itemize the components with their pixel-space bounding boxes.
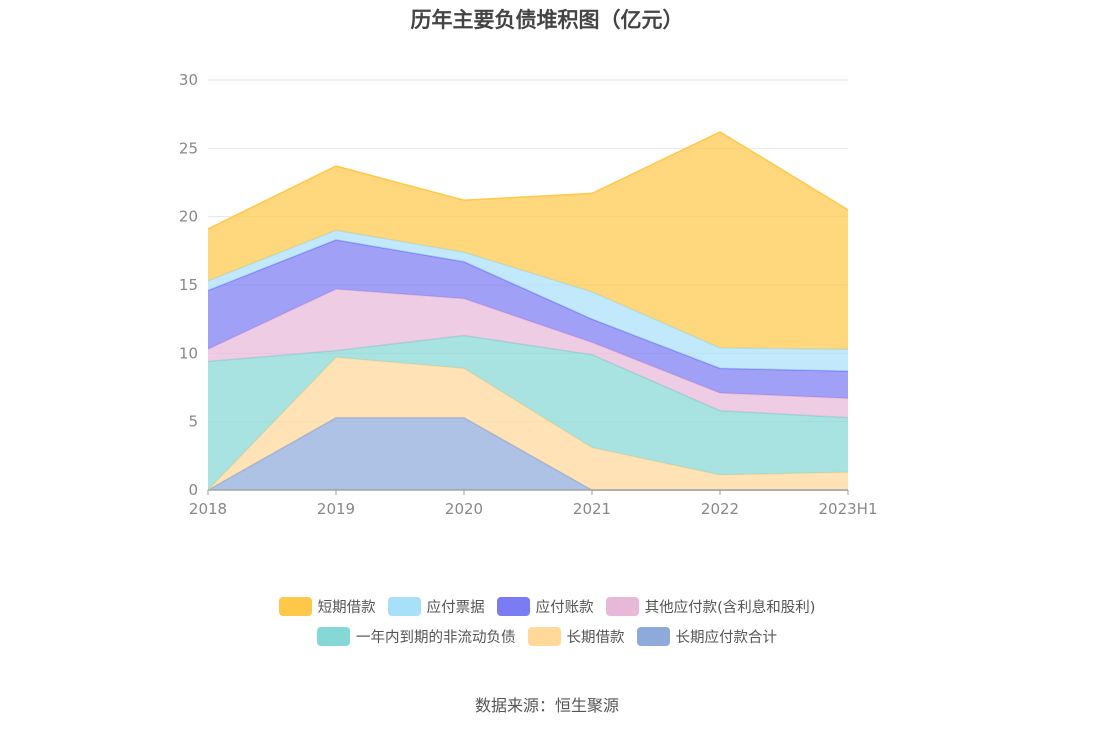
legend-label: 短期借款 — [317, 600, 376, 616]
stacked-area-chart: 0 5 10 15 20 25 30 2018 2019 2020 2021 2022 2023H1 — [179, 71, 878, 518]
area-series-6 — [208, 131, 848, 350]
legend-item-other-payables[interactable]: 其他应付款(含利息和股利) — [605, 596, 816, 617]
area-series-edge-4 — [207, 239, 849, 372]
area-series-5 — [208, 230, 848, 372]
y-tick-label: 10 — [179, 344, 198, 362]
legend-row-1: 短期借款 应付票据 应付账款 其他应付款(含利息和股利) — [0, 596, 1094, 617]
area-series-2 — [208, 335, 848, 490]
legend-swatch — [278, 597, 312, 616]
legend-item-current-noncurrent-liabilities[interactable]: 一年内到期的非流动负债 — [317, 626, 516, 647]
legend-swatch — [387, 597, 421, 616]
x-tick-label: 2019 — [317, 500, 355, 518]
chart-legend: 短期借款 应付票据 应付账款 其他应付款(含利息和股利) 一年内到期的非流动负债… — [0, 596, 1094, 656]
legend-row-2: 一年内到期的非流动负债 长期借款 长期应付款合计 — [0, 626, 1094, 647]
y-tick-label: 15 — [179, 276, 198, 294]
legend-swatch — [636, 627, 670, 646]
x-tick-label: 2023H1 — [819, 500, 878, 518]
area-series-edge-6 — [207, 131, 849, 230]
legend-swatch — [496, 597, 530, 616]
y-tick-label: 20 — [179, 208, 198, 226]
legend-item-accounts-payable[interactable]: 应付账款 — [496, 596, 594, 617]
legend-item-long-term-loans[interactable]: 长期借款 — [527, 626, 625, 647]
y-tick-label: 5 — [188, 413, 198, 431]
legend-item-short-term-loans[interactable]: 短期借款 — [278, 596, 376, 617]
area-series-3 — [208, 289, 848, 418]
legend-label: 应付票据 — [426, 600, 485, 616]
y-tick-label: 0 — [188, 481, 198, 499]
x-tick-label: 2020 — [445, 500, 483, 518]
legend-label: 长期应付款合计 — [675, 630, 778, 646]
area-series-1 — [208, 357, 848, 490]
chart-title: 历年主要负债堆积图（亿元） — [410, 8, 684, 32]
legend-label: 一年内到期的非流动负债 — [356, 630, 516, 646]
legend-item-notes-payable[interactable]: 应付票据 — [387, 596, 485, 617]
legend-swatch — [527, 627, 561, 646]
source-note: 数据来源：恒生聚源 — [474, 696, 619, 715]
legend-label: 长期借款 — [566, 630, 625, 646]
x-tick-label: 2022 — [701, 500, 739, 518]
x-tick-label: 2021 — [573, 500, 611, 518]
legend-swatch — [605, 597, 639, 616]
y-tick-label: 25 — [179, 139, 198, 157]
y-tick-label: 30 — [179, 71, 198, 89]
area-series-0 — [208, 417, 848, 490]
legend-swatch — [317, 627, 350, 646]
legend-item-long-term-payables[interactable]: 长期应付款合计 — [636, 626, 778, 647]
area-series-4 — [208, 239, 848, 399]
legend-label: 应付账款 — [535, 600, 594, 616]
x-tick-label: 2018 — [189, 500, 227, 518]
legend-label: 其他应付款(含利息和股利) — [644, 600, 816, 616]
